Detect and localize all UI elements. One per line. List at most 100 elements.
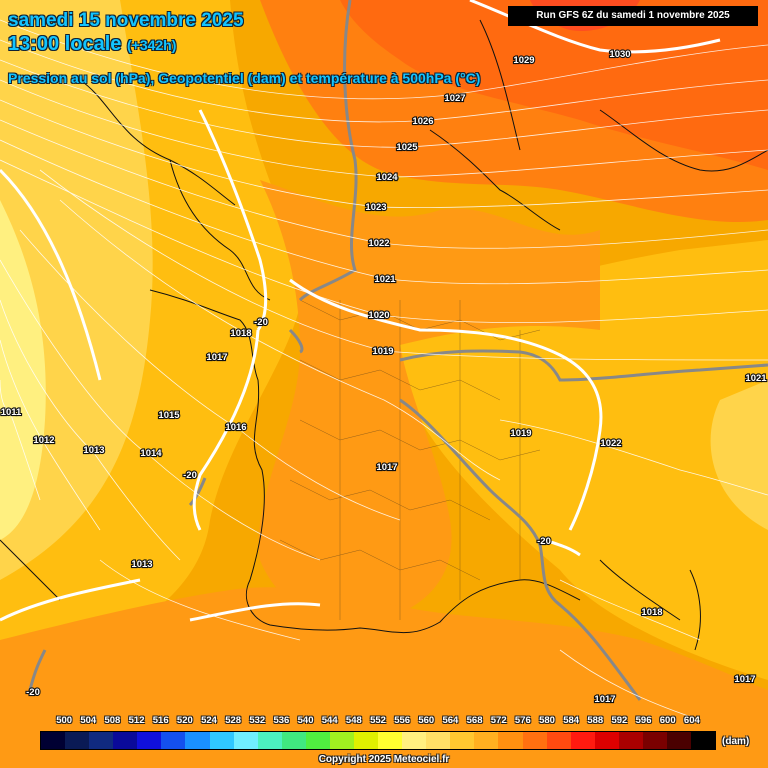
geopotential-band-568-south <box>0 587 768 768</box>
legend-swatch <box>65 732 90 749</box>
legend-swatch <box>281 732 306 749</box>
forecast-time: 13:00 locale (+342h) <box>8 33 176 56</box>
legend-tick: 524 <box>201 715 217 726</box>
legend-tick: 560 <box>418 715 435 726</box>
isobar-label: 1019 <box>372 346 393 357</box>
geopotential-band-576 <box>340 0 768 170</box>
legend-tick: 544 <box>321 715 338 726</box>
temperature-label: -20 <box>183 470 197 481</box>
isobar-label: 1016 <box>225 422 246 433</box>
isobar-label: 1026 <box>412 116 433 127</box>
legend-tick: 548 <box>345 715 362 726</box>
coastline <box>0 19 768 651</box>
legend-swatch <box>233 732 258 749</box>
legend-swatch <box>426 732 451 749</box>
map-subtitle: Pression au sol (hPa), Geopotentiel (dam… <box>8 70 481 86</box>
isobar-label: 1018 <box>641 607 662 618</box>
isobar-label: 1022 <box>600 438 621 449</box>
geopotential-band-568 <box>258 180 600 623</box>
legend-swatch <box>305 732 330 749</box>
legend-tick: 592 <box>611 715 628 726</box>
isobar-label: 1022 <box>368 238 389 249</box>
isobar-label: 1017 <box>376 462 397 473</box>
legend-tick: 600 <box>659 715 676 726</box>
temperature-labels: -20 -20 -20 -20 <box>25 316 552 699</box>
legend-tick: 588 <box>587 715 604 726</box>
legend-swatch <box>450 732 475 749</box>
isobar-label: 1030 <box>609 49 630 60</box>
forecast-time-label: 13:00 locale <box>8 33 122 55</box>
legend-tick: 568 <box>466 715 483 726</box>
run-info: Run GFS 6Z du samedi 1 novembre 2025 <box>508 6 758 26</box>
legend-tick: 508 <box>104 715 121 726</box>
legend-tick: 520 <box>176 715 193 726</box>
country-borders <box>28 0 768 701</box>
isobar-label: 1017 <box>594 694 615 705</box>
copyright: Copyright 2025 Meteociel.fr <box>318 754 450 765</box>
isobar-label: 1013 <box>83 445 104 456</box>
legend-swatch <box>474 732 499 749</box>
temperature-label: -20 <box>26 687 40 698</box>
legend-swatches <box>40 731 716 750</box>
isobar-label: 1012 <box>33 435 54 446</box>
legend-swatch <box>667 732 692 749</box>
legend-swatch <box>161 732 186 749</box>
legend-tick: 576 <box>514 715 531 726</box>
temperature-label: -20 <box>254 317 268 328</box>
legend-ticks: 500 504 508 512 516 520 524 528 532 536 540 544 548 5… <box>40 715 716 729</box>
isobar-labels: 1030 1029 1027 1026 1025 1024 1023 1022 1021 1020… <box>0 48 768 706</box>
isobar-label: 1029 <box>513 55 534 66</box>
legend-swatch <box>618 732 643 749</box>
legend-swatch <box>691 732 716 749</box>
legend-swatch <box>329 732 355 749</box>
legend-tick: 500 <box>56 715 73 726</box>
isobar-label: 1013 <box>131 559 152 570</box>
legend-tick: 572 <box>490 715 507 726</box>
isobar-label: 1011 <box>1 407 22 418</box>
legend-swatch <box>570 732 595 749</box>
legend-tick: 536 <box>273 715 290 726</box>
geopotential-band-556-east <box>710 380 768 530</box>
isobar-label: 1019 <box>510 428 531 439</box>
legend-unit: (dam) <box>722 736 750 747</box>
legend-swatch <box>402 732 427 749</box>
legend-swatch <box>185 732 210 749</box>
isobar-label: 1014 <box>140 448 162 459</box>
legend-tick: 516 <box>152 715 169 726</box>
isobar-label: 1017 <box>734 674 755 685</box>
isobar-lines <box>0 19 768 721</box>
legend-swatch <box>113 732 138 749</box>
legend-swatch <box>546 732 571 749</box>
isobar-label: 1018 <box>230 328 251 339</box>
temperature-label: -20 <box>537 536 551 547</box>
legend-swatch <box>642 732 668 749</box>
isobar-label: 1020 <box>368 310 389 321</box>
isobar-label: 1021 <box>374 274 396 285</box>
legend-tick: 556 <box>394 715 411 726</box>
legend-swatch <box>89 732 114 749</box>
isobar-label: 1021 <box>745 373 767 384</box>
legend-tick: 540 <box>297 715 314 726</box>
legend-swatch <box>594 732 619 749</box>
legend-tick: 528 <box>225 715 242 726</box>
isobar-label: 1025 <box>396 142 418 153</box>
legend-tick: 596 <box>635 715 652 726</box>
legend-swatch <box>378 732 403 749</box>
isobar-label: 1027 <box>444 93 465 104</box>
legend-swatch <box>354 732 379 749</box>
legend-tick: 580 <box>539 715 555 726</box>
legend-swatch <box>257 732 282 749</box>
legend-swatch <box>41 732 66 749</box>
legend-tick: 604 <box>683 715 700 726</box>
isobar-label: 1017 <box>206 352 227 363</box>
isobar-label: 1024 <box>376 172 398 183</box>
legend-swatch <box>498 732 523 749</box>
isobar-label: 1023 <box>365 202 386 213</box>
legend-tick: 564 <box>442 715 459 726</box>
legend-tick: 584 <box>563 715 580 726</box>
lead-time: (+342h) <box>126 37 177 53</box>
legend-tick: 552 <box>370 715 386 726</box>
legend-swatch <box>209 732 234 749</box>
